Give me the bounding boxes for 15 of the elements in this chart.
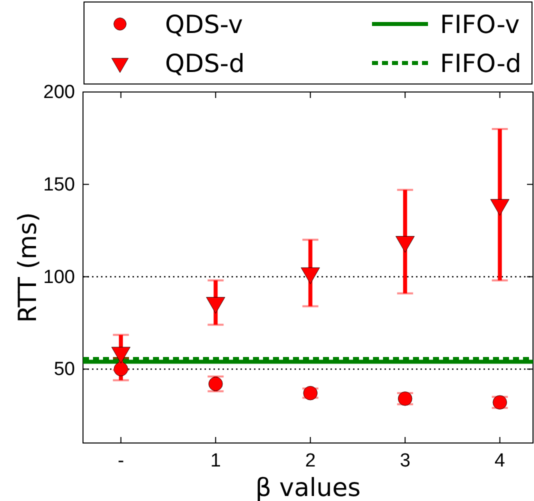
legend-label: QDS-v: [165, 10, 244, 39]
y-tick-label: 150: [43, 174, 75, 196]
x-tick-label: 3: [400, 450, 410, 472]
x-tick-label: -: [118, 450, 124, 472]
x-tick-label: 1: [210, 450, 221, 472]
y-axis-title: RTT (ms): [13, 212, 42, 323]
y-tick-label: 200: [43, 82, 75, 104]
x-tick-label: 4: [494, 450, 506, 472]
x-tick-label: 2: [305, 450, 316, 472]
legend-label: FIFO-v: [440, 10, 520, 39]
y-tick-label: 50: [54, 359, 75, 380]
legend-label: QDS-d: [165, 49, 245, 78]
legend-label: FIFO-d: [440, 49, 522, 78]
x-axis-title: β values: [255, 473, 361, 501]
y-tick-label: 100: [43, 266, 75, 288]
